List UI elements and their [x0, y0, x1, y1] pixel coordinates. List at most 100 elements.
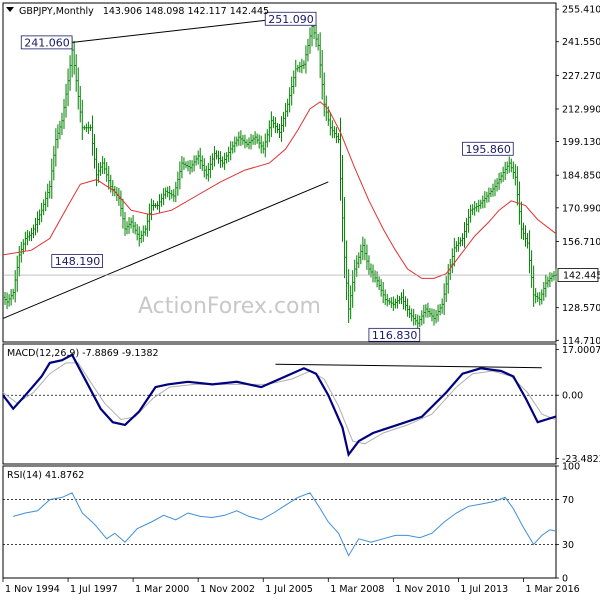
ohlc-bar	[445, 276, 448, 303]
y-tick-label: -23.4823	[562, 454, 600, 465]
ohlc-bar	[522, 222, 525, 241]
ohlc-bar	[24, 231, 27, 251]
ohlc-bar	[323, 72, 326, 117]
ohlc-bar	[270, 111, 273, 138]
ohlc-bar	[66, 68, 70, 107]
ohlc-bar	[357, 252, 360, 269]
ohlc-bar	[221, 156, 224, 168]
ohlc-bar	[227, 146, 230, 162]
ohlc-bar	[422, 304, 426, 324]
ohlc-bar	[237, 131, 241, 146]
ohlc-bar	[144, 225, 147, 236]
ohlc-bar	[367, 255, 371, 275]
ohlc-bar	[123, 211, 127, 236]
y-tick-label: 184.850	[562, 171, 600, 182]
rsi-header: RSI(14) 41.8762	[7, 470, 84, 481]
price-annotation: 195.860	[462, 141, 514, 156]
ohlc-bar	[162, 188, 165, 206]
ohlc-bar	[308, 27, 312, 54]
price-header-ohlc: 143.906 148.098 142.117 142.445	[103, 6, 269, 17]
last-price-box	[557, 268, 599, 282]
ohlc-bar	[473, 201, 476, 216]
ohlc-bar	[38, 209, 41, 225]
ohlc-bar	[166, 186, 169, 198]
ohlc-bar	[416, 314, 419, 330]
y-tick-label: 0	[562, 574, 568, 585]
price-annotation: 251.090	[264, 11, 317, 26]
rsi-reference-lines	[3, 499, 556, 545]
ohlc-bar	[46, 183, 49, 208]
ohlc-bar	[192, 155, 196, 172]
ohlc-bar	[178, 161, 182, 190]
ohlc-bar	[451, 248, 454, 274]
x-tick-label: 1 Nov 2010	[395, 584, 450, 595]
ohlc-bar	[461, 233, 464, 247]
x-tick-label: 1 Jul 1997	[70, 584, 118, 595]
ohlc-bar	[404, 296, 407, 311]
ohlc-bar	[479, 199, 482, 209]
annotation-box	[462, 141, 514, 156]
ohlc-bar	[280, 116, 283, 142]
rsi-line	[13, 492, 557, 557]
ohlc-bar	[406, 298, 409, 317]
price-watermark: ActionForex.com	[138, 294, 321, 319]
ohlc-bar	[276, 122, 279, 134]
ohlc-bar	[351, 270, 354, 308]
ohlc-bar	[42, 199, 45, 216]
price-panel: ActionForex.com 241.060 251.090 148.190 116…	[2, 2, 600, 347]
ohlc-bar	[99, 161, 102, 176]
rsi-y-axis: 100 70 30 0	[556, 462, 580, 585]
ohlc-bar	[440, 298, 444, 314]
ohlc-bar	[274, 117, 277, 134]
ohlc-bar	[64, 83, 68, 118]
ohlc-bar	[257, 134, 261, 149]
ohlc-bar	[32, 224, 35, 239]
annotation-label: 116.830	[372, 329, 418, 342]
ohlc-bar	[542, 281, 546, 301]
ohlc-bar	[290, 76, 293, 106]
y-tick-label: 114.710	[562, 336, 600, 347]
ohlc-bar	[196, 150, 200, 165]
ohlc-bar	[16, 255, 19, 292]
ohlc-bar	[392, 296, 395, 312]
ohlc-bar	[235, 136, 239, 147]
ohlc-bar	[60, 112, 64, 136]
ohlc-bar	[5, 292, 9, 310]
ohlc-bar	[30, 227, 33, 242]
ohlc-bar	[548, 272, 552, 288]
ohlc-bar	[408, 305, 411, 318]
ohlc-bar	[194, 155, 198, 166]
price-annotation: 116.830	[368, 327, 421, 342]
ohlc-bar	[81, 99, 84, 141]
ohlc-bar	[93, 134, 96, 169]
ohlc-bar	[255, 133, 259, 144]
moving-average-line	[2, 101, 557, 279]
ohlc-bar	[251, 134, 255, 145]
ohlc-bar	[426, 302, 430, 318]
ohlc-bar	[487, 187, 491, 203]
ohlc-bar	[26, 229, 29, 246]
x-tick-label: 1 Mar 2016	[525, 584, 579, 595]
annotation-label: 148.190	[55, 255, 100, 268]
ohlc-bar	[432, 308, 436, 326]
ohlc-bar	[231, 141, 234, 154]
ohlc-bar	[68, 55, 72, 91]
ohlc-bar	[138, 226, 141, 247]
y-tick-label: 100	[562, 462, 580, 473]
ohlc-bar	[74, 54, 78, 92]
ohlc-bar	[306, 38, 310, 62]
ohlc-bar	[146, 213, 149, 237]
ohlc-bar	[497, 172, 501, 190]
ohlc-bar	[209, 155, 212, 179]
ohlc-bar	[363, 238, 367, 261]
ohlc-bar	[188, 159, 192, 175]
y-tick-label: 170.990	[562, 203, 600, 214]
ohlc-bar	[125, 221, 129, 235]
ohlc-bar	[381, 281, 385, 304]
annotation-box	[368, 327, 421, 342]
ohlc-bar	[320, 50, 324, 100]
y-tick-label: 128.570	[562, 303, 600, 314]
ohlc-bar	[201, 155, 204, 171]
ohlc-bar	[508, 156, 511, 173]
